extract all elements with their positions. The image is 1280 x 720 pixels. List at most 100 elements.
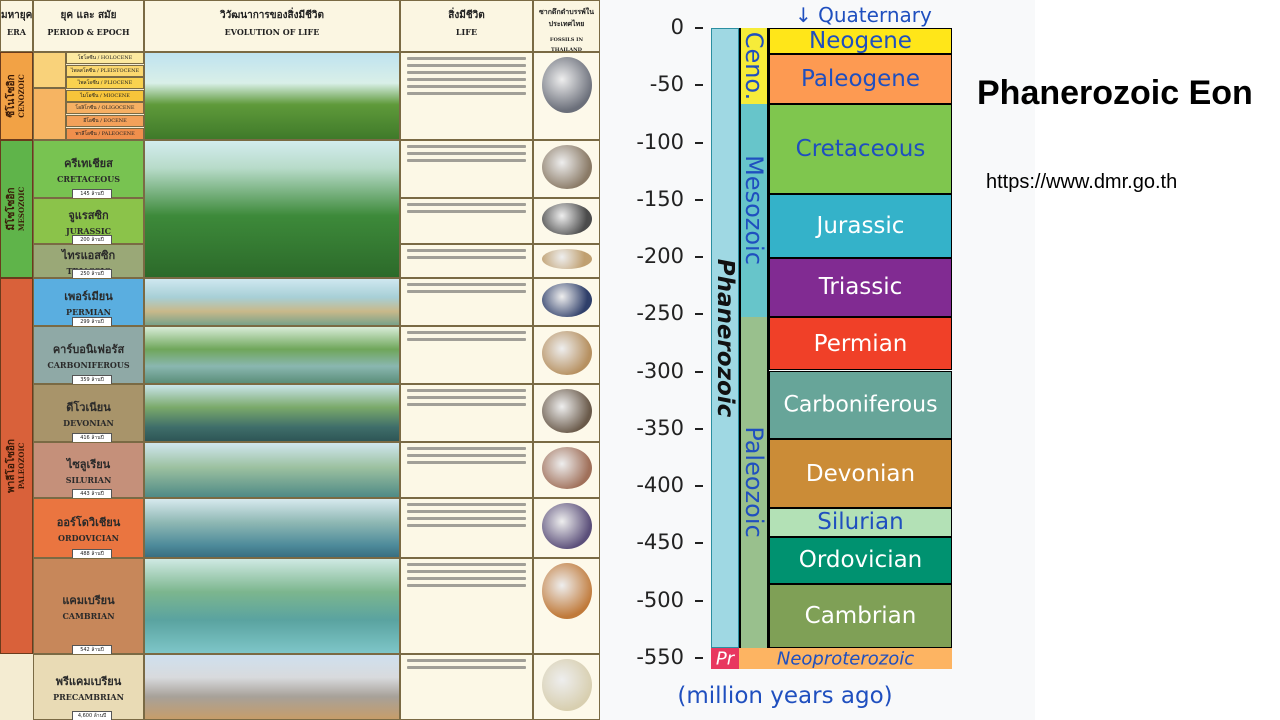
y-tick-label: -450 (636, 530, 684, 555)
fossil-cell (533, 384, 600, 442)
life-description (400, 442, 533, 498)
period-bar-label: Cambrian (804, 602, 917, 629)
period-name-th: แคมเบรียน (62, 594, 115, 607)
fossil-image (542, 659, 592, 711)
period-name-en: ORDOVICIAN (58, 533, 119, 543)
evolution-header: วิวัฒนาการของสิ่งมีชีวิต EVOLUTION OF LI… (144, 0, 400, 52)
era-2: พาลีโอโซอิก PALEOZOIC (0, 278, 33, 654)
y-tick-label: -200 (636, 244, 684, 269)
period-name-th: ไซลูเรียน (66, 458, 111, 471)
period-bar-label: Silurian (817, 509, 904, 536)
era-header-en: ERA (7, 27, 26, 37)
y-tick-label: -500 (636, 587, 684, 612)
fossil-image (542, 249, 592, 269)
period-cell: คาร์บอนิเฟอรัส CARBONIFEROUS (33, 326, 144, 384)
age-marker: 4,600 ล้านปี (72, 711, 112, 720)
y-tick-mark (695, 485, 703, 488)
y-tick-label: 0 (670, 15, 684, 39)
era-label-en: CENOZOIC (16, 74, 26, 118)
era-0: ซีโนโซอิก CENOZOIC (0, 52, 33, 140)
era-bar-label: Ceno. (740, 31, 768, 101)
eon-bar: Phanerozoic (711, 28, 739, 648)
fossil-image (542, 203, 592, 235)
cenozoic-epoch: อีโอซีน / EOCENE (66, 115, 144, 127)
y-tick-mark (695, 427, 703, 430)
period-bar-label: Permian (813, 330, 908, 357)
fossil-cell (533, 498, 600, 558)
life-header: สิ่งมีชีวิต LIFE (400, 0, 533, 52)
fossils-header: ซากดึกดำบรรพ์ในประเทศไทย FOSSILS IN THAI… (533, 0, 600, 53)
y-axis-label: (million years ago) (677, 683, 893, 709)
fossil-image (542, 331, 592, 375)
period-bar: Carboniferous (769, 370, 952, 440)
period-header-th: ยุค และ สมัย (60, 10, 117, 21)
period-bar: Ordovician (769, 536, 952, 584)
period-bar-label: Jurassic (816, 213, 905, 240)
period-name-th: จูแรสซิก (68, 209, 109, 222)
cenozoic-epoch: ไพลสโตซีน / PLEISTOCENE (66, 64, 144, 77)
period-bar: Cambrian (769, 583, 952, 648)
life-header-th: สิ่งมีชีวิต (448, 10, 485, 21)
cenozoic-epoch: โอลิโกซีน / OLIGOCENE (66, 102, 144, 115)
life-description (400, 278, 533, 326)
y-tick-mark (695, 657, 703, 660)
era-bar: Ceno. (739, 28, 769, 104)
era-bar: Paleozoic (739, 316, 769, 648)
period-cell: ดีโวเนียน DEVONIAN (33, 384, 144, 442)
y-tick-mark (695, 256, 703, 259)
eon-bar-label: Phanerozoic (712, 258, 738, 418)
period-bar: Permian (769, 316, 952, 371)
y-tick-mark (695, 542, 703, 545)
y-tick-mark (695, 141, 703, 144)
evolution-header-th: วิวัฒนาการของสิ่งมีชีวิต (220, 10, 324, 21)
cenozoic-epoch: พาลีโอซีน / PALEOCENE (66, 127, 144, 140)
fossil-cell (533, 558, 600, 654)
neoproterozoic-bar-label: Neoproterozoic (776, 648, 915, 670)
y-tick-label: -100 (636, 129, 684, 154)
evolution-illustration (144, 140, 400, 278)
fossil-image (542, 389, 592, 433)
period-bar-label: Devonian (805, 460, 916, 487)
y-tick-label: -350 (636, 415, 684, 440)
period-name-th: พรีแคมเบรียน (55, 675, 122, 688)
era-header: มหายุค ERA (0, 0, 33, 52)
evolution-illustration (144, 654, 400, 720)
life-description (400, 654, 533, 720)
period-name-en: JURASSIC (65, 226, 112, 236)
evolution-illustration (144, 384, 400, 442)
period-name-th: เพอร์เมียน (64, 290, 113, 303)
evolution-illustration (144, 326, 400, 384)
fossils-header-en: FOSSILS IN THAILAND (549, 37, 584, 53)
y-tick-label: -400 (636, 473, 684, 498)
cenozoic-epoch: ไพลโอซีน / PLIOCENE (66, 77, 144, 90)
life-description (400, 140, 533, 198)
life-description (400, 498, 533, 558)
period-name-en: CAMBRIAN (62, 611, 115, 621)
period-bar: Cretaceous (769, 103, 952, 195)
down-arrow-icon: ↓ (795, 3, 819, 27)
era-label: ซีโนโซอิก CENOZOIC (6, 74, 27, 118)
y-tick-mark (695, 313, 703, 316)
era-header-th: มหายุค (1, 10, 33, 21)
period-bar: Silurian (769, 507, 952, 537)
fossil-cell (533, 244, 600, 278)
pre-eon-bar-label: Pr (715, 648, 735, 670)
neoproterozoic-bar: Neoproterozoic (739, 647, 952, 670)
cenozoic-subdivision (33, 88, 66, 140)
period-header-en: PERIOD & EPOCH (47, 27, 130, 37)
period-header: ยุค และ สมัย PERIOD & EPOCH (33, 0, 144, 52)
era-bar-label: Paleozoic (740, 426, 768, 538)
period-bar-label: Cretaceous (795, 135, 926, 162)
period-bar: Jurassic (769, 194, 952, 259)
fossil-cell (533, 326, 600, 384)
period-bar-label: Ordovician (798, 547, 923, 574)
life-description (400, 326, 533, 384)
period-bar-label: Carboniferous (783, 392, 938, 418)
era-label-th: มีโซโซอิก (5, 187, 17, 231)
period-name-en: DEVONIAN (63, 418, 114, 428)
cenozoic-epoch: ไมโอซีน / MIOCENE (66, 89, 144, 102)
evolution-illustration (144, 498, 400, 558)
fossil-image (542, 283, 592, 317)
era-bar: Mesozoic (739, 103, 769, 317)
era-bar-label: Mesozoic (740, 155, 768, 266)
